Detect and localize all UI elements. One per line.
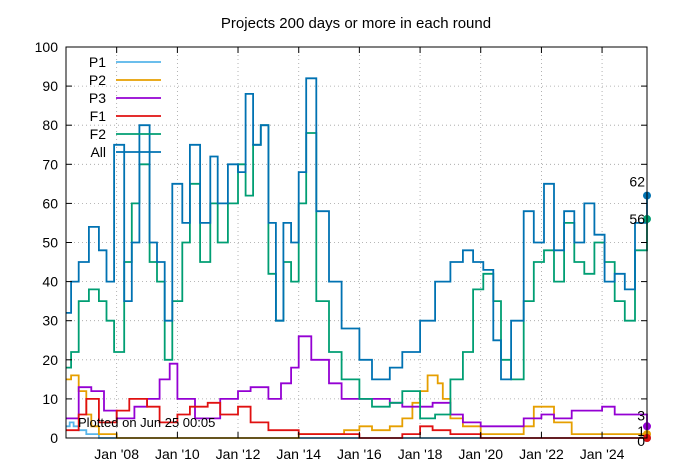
y-tick-label: 0 (50, 430, 58, 446)
y-tick-label: 60 (42, 195, 58, 211)
end-label-f1: 0 (637, 433, 645, 449)
chart-title: Projects 200 days or more in each round (221, 15, 491, 32)
legend-label: All (90, 144, 106, 160)
plotted-on-annotation: Plotted on Jun 25 00:05 (78, 415, 215, 430)
series-line-p3 (66, 335, 648, 428)
x-tick-label: Jan '18 (398, 446, 443, 462)
x-axis-ticks: Jan '08 Jan '10 Jan '12 Jan '14 Jan '16 Jan '… (94, 47, 625, 462)
end-label-f2: 56 (629, 211, 645, 227)
legend-label: F2 (90, 126, 107, 142)
series-line-all (66, 77, 648, 381)
x-tick-label: Jan '22 (519, 446, 564, 462)
x-tick-label: Jan '24 (580, 446, 625, 462)
y-tick-label: 90 (42, 78, 58, 94)
x-tick-label: Jan '08 (94, 446, 139, 462)
x-tick-label: Jan '14 (276, 446, 321, 462)
series-line-f1 (66, 398, 647, 439)
y-tick-label: 10 (42, 391, 58, 407)
x-tick-label: Jan '16 (337, 446, 382, 462)
series-lines (66, 77, 648, 439)
y-tick-label: 20 (42, 352, 58, 368)
y-tick-label: 80 (42, 117, 58, 133)
series-line-f2 (66, 124, 648, 420)
end-label-all: 62 (629, 174, 645, 190)
y-tick-label: 40 (42, 274, 58, 290)
legend: P1 P2 P3 F1 F2 All (89, 54, 161, 160)
series-line-p2 (66, 374, 647, 439)
x-tick-label: Jan '12 (216, 446, 261, 462)
y-tick-label: 30 (42, 313, 58, 329)
legend-label: F1 (90, 108, 107, 124)
x-tick-label: Jan '20 (458, 446, 503, 462)
x-tick-label: Jan '10 (155, 446, 200, 462)
end-markers: 13 0 56 62 (629, 174, 651, 449)
end-label-p3: 3 (637, 407, 645, 423)
y-tick-label: 70 (42, 156, 58, 172)
legend-label: P2 (89, 72, 106, 88)
y-tick-label: 50 (42, 235, 58, 251)
legend-label: P1 (89, 54, 106, 70)
end-label-p2: 1 (637, 423, 645, 439)
legend-label: P3 (89, 90, 106, 106)
y-tick-label: 100 (35, 39, 59, 55)
